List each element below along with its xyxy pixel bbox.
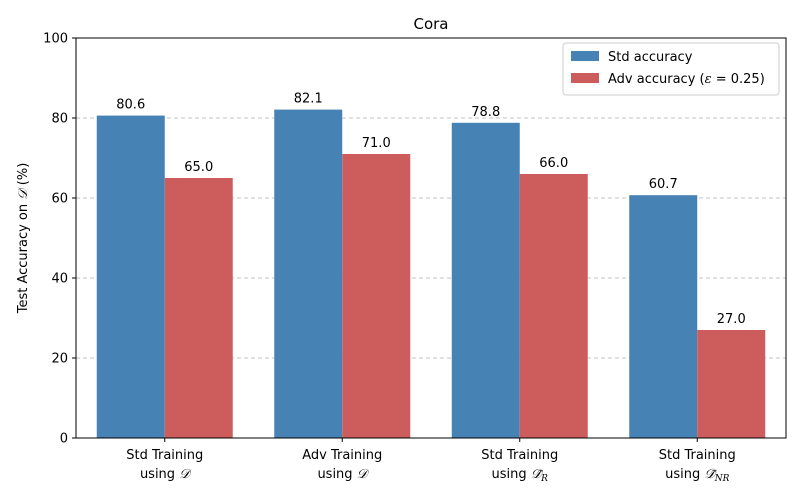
bar (164, 178, 233, 438)
x-tick-label-line1: Std Training (659, 448, 736, 463)
x-tick-label-symbol: 𝒟 (357, 467, 370, 482)
x-tick-label-symbol: 𝒟 (179, 467, 192, 482)
bar-value-label: 65.0 (184, 160, 213, 175)
legend-swatch (571, 51, 599, 61)
legend-box (562, 42, 780, 96)
y-axis-ticks: 0 20 40 60 80 100 (43, 32, 76, 447)
x-tick-label-word: using (140, 467, 179, 482)
plot-frame (75, 37, 787, 439)
y-tick-label: 40 (51, 272, 68, 287)
x-tick-label-line1: Std Training (126, 448, 203, 463)
x-axis-ticks: Std Training using 𝒟 Adv Training using 𝒟 St… (126, 438, 736, 484)
bar-value-label: 80.6 (116, 98, 145, 113)
y-tick-label: 20 (51, 352, 68, 367)
x-tick-label-line1: Std Training (481, 448, 558, 463)
bar-value-label: 71.0 (362, 136, 391, 151)
y-axis-label: Test Accuracy on 𝒟 (%) (16, 163, 31, 315)
bars (96, 109, 766, 439)
legend: Std accuracy Adv accuracy (ε = 0.25) (562, 42, 780, 96)
bar (697, 330, 766, 438)
y-tick-label: 0 (60, 432, 68, 447)
bar-value-label: 66.0 (539, 156, 568, 171)
bar-value-label: 82.1 (294, 92, 323, 107)
legend-label-text: Adv accuracy ( (608, 72, 705, 87)
x-tick-label-subscript: NR (714, 474, 730, 484)
x-tick-label-line2: using 𝒟̃NR (665, 467, 730, 484)
y-tick-label: 80 (51, 112, 68, 127)
bar-value-label: 27.0 (717, 312, 746, 327)
bar (451, 122, 520, 439)
legend-label-text: Std accuracy (608, 50, 693, 65)
bar-value-label: 78.8 (471, 105, 500, 120)
y-axis-label-unit: (%) (16, 163, 31, 186)
y-axis-label-symbol: 𝒟 (16, 187, 31, 200)
x-tick-label-symbol: 𝒟̃ (531, 467, 544, 482)
x-tick-label-symbol: 𝒟̃ (704, 467, 717, 482)
x-tick-label-subscript: R (540, 474, 548, 484)
x-tick-label-word: using (492, 467, 531, 482)
legend-swatch (571, 73, 599, 83)
bar (629, 195, 698, 438)
bar-value-label: 60.7 (649, 177, 678, 192)
x-tick-label-line1: Adv Training (302, 448, 382, 463)
x-tick-label-line2: using 𝒟 (317, 467, 369, 482)
x-tick-label-line2: using 𝒟̃R (492, 467, 549, 484)
y-tick-label: 60 (51, 192, 68, 207)
bar (96, 115, 165, 438)
x-tick-label-word: using (665, 467, 704, 482)
y-tick-label: 100 (43, 32, 68, 47)
chart-title: Cora (413, 15, 448, 33)
legend-label: Adv accuracy (ε = 0.25) (608, 72, 765, 87)
bar (274, 109, 343, 438)
y-axis-label-text: Test Accuracy on (16, 204, 31, 314)
bar (342, 154, 411, 438)
x-tick-label-line2: using 𝒟 (140, 467, 192, 482)
value-labels: 80.6 82.1 78.8 60.7 65.0 71.0 66.0 27.0 (116, 92, 745, 327)
legend-label: Std accuracy (608, 50, 693, 65)
legend-label-symbol: ε (705, 72, 712, 87)
bar (519, 174, 588, 438)
legend-label-rest: = 0.25) (712, 72, 765, 87)
x-tick-label-word: using (317, 467, 356, 482)
